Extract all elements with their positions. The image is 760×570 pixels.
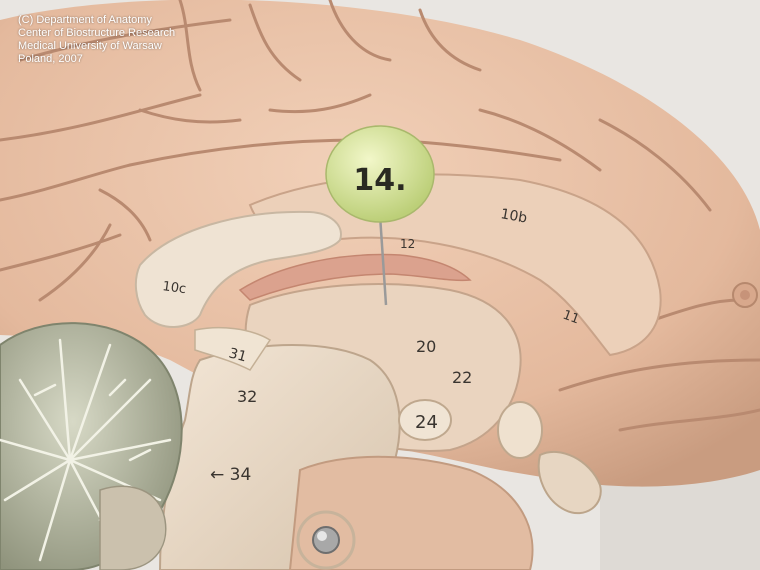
pin-needle [378,214,388,306]
label-10c: 10c [161,279,187,297]
credit-line-3: Medical University of Warsaw [18,40,162,52]
label-31: 31 [227,345,248,365]
screw [312,526,340,554]
fornix [238,253,472,301]
copyright-credit: (C) Department of Anatomy Center of Bios… [18,14,175,66]
credit-line-1: (C) Department of Anatomy [18,14,152,26]
label-32: 32 [237,387,257,406]
label-34: ← 34 [210,465,251,485]
label-24: 24 [415,412,438,433]
mammillary-body [398,399,452,441]
label-11: 11 [561,308,582,328]
pin-head [325,125,435,223]
label-12: 12 [400,237,415,251]
label-10b: 10b [499,206,528,226]
credit-line-4: Poland, 2007 [18,53,83,65]
credit-line-2: Center of Biostructure Research [18,27,176,39]
corpus-callosum [134,210,342,328]
pin-label: 14. [353,163,406,198]
label-20: 20 [416,337,436,356]
label-22: 22 [452,368,472,387]
cingulate-gyrus [248,173,662,357]
